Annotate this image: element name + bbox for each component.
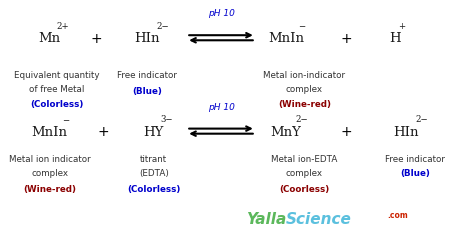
Text: 2+: 2+ <box>56 21 69 30</box>
Text: +: + <box>90 32 102 46</box>
Text: −: − <box>299 21 306 30</box>
Text: Metal ion-indicator: Metal ion-indicator <box>263 71 346 80</box>
Text: 3−: 3− <box>160 115 173 123</box>
Text: 2−: 2− <box>295 115 308 123</box>
Text: .com: .com <box>388 210 409 219</box>
Text: Free indicator: Free indicator <box>117 71 177 80</box>
Text: Metal ion-EDTA: Metal ion-EDTA <box>271 155 337 164</box>
Text: +: + <box>340 32 352 46</box>
Text: Equivalent quantity: Equivalent quantity <box>14 71 100 80</box>
Text: (Colorless): (Colorless) <box>30 100 83 109</box>
Text: MnIn: MnIn <box>32 125 68 138</box>
Text: MnIn: MnIn <box>268 32 304 45</box>
Text: Metal ion indicator: Metal ion indicator <box>9 155 91 164</box>
Text: (Blue): (Blue) <box>401 168 430 177</box>
Text: −: − <box>63 115 70 123</box>
Text: pH 10: pH 10 <box>208 9 235 18</box>
Text: (EDTA): (EDTA) <box>139 168 169 177</box>
Text: of free Metal: of free Metal <box>29 85 84 94</box>
Text: Science: Science <box>286 211 352 226</box>
Text: HY: HY <box>144 125 164 138</box>
Text: +: + <box>398 21 405 30</box>
Text: (Wine-red): (Wine-red) <box>278 100 331 109</box>
Text: complex: complex <box>31 168 68 177</box>
Text: 2−: 2− <box>416 115 428 123</box>
Text: +: + <box>340 125 352 139</box>
Text: (Blue): (Blue) <box>132 87 162 96</box>
Text: H: H <box>389 32 401 45</box>
Text: (Colorless): (Colorless) <box>127 184 181 193</box>
Text: Free indicator: Free indicator <box>385 155 446 164</box>
Text: HIn: HIn <box>134 32 160 45</box>
Text: HIn: HIn <box>393 125 419 138</box>
Text: pH 10: pH 10 <box>208 103 235 112</box>
Text: (Coorless): (Coorless) <box>279 184 329 193</box>
Text: MnY: MnY <box>270 125 301 138</box>
Text: complex: complex <box>286 85 323 94</box>
Text: Mn: Mn <box>39 32 61 45</box>
Text: complex: complex <box>286 168 323 177</box>
Text: 2−: 2− <box>156 21 169 30</box>
Text: (Wine-red): (Wine-red) <box>23 184 76 193</box>
Text: Yalla: Yalla <box>246 211 286 226</box>
Text: titrant: titrant <box>140 155 167 164</box>
Text: +: + <box>97 125 109 139</box>
